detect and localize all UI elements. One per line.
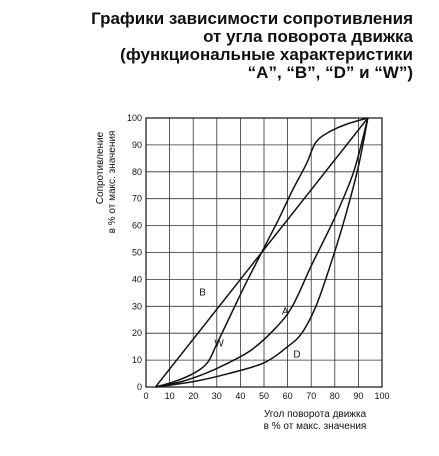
tick-labels: 0 10 20 30 40 50 60 70 80 90 100 0 10 20 30 40 50 60 70 80 9… [127, 113, 390, 401]
y-tick-label: 70 [132, 194, 142, 204]
title-line: (функциональные характеристики [120, 45, 413, 64]
x-axis-label-line: в % от макс. значения [264, 421, 367, 432]
x-tick-label: 100 [374, 391, 389, 401]
x-tick-label: 80 [330, 391, 340, 401]
title-line: “A”, “B”, “D” и “W”) [247, 63, 413, 82]
x-tick-label: 90 [353, 391, 363, 401]
series-label-d: D [293, 349, 300, 360]
series-label-b: B [199, 288, 206, 299]
x-axis-label-line: Угол поворота движка [264, 409, 367, 420]
x-tick-label: 60 [283, 391, 293, 401]
y-tick-label: 20 [132, 328, 142, 338]
x-tick-label: 0 [143, 391, 148, 401]
y-tick-label: 30 [132, 301, 142, 311]
series-labels: A B D W [199, 288, 300, 361]
x-tick-label: 30 [212, 391, 222, 401]
y-tick-label: 10 [132, 355, 142, 365]
x-tick-label: 10 [165, 391, 175, 401]
y-tick-label: 40 [132, 274, 142, 284]
plot-frame [145, 117, 383, 388]
grid [145, 117, 383, 388]
curves [154, 117, 369, 388]
title-line: от угла поворота движка [203, 27, 413, 46]
y-tick-label: 80 [132, 167, 142, 177]
curve-d [155, 117, 369, 388]
x-tick-label: 50 [259, 391, 269, 401]
y-tick-label: 0 [137, 382, 142, 392]
y-axis-label-line: в % от макс. значения [107, 131, 118, 234]
x-tick-label: 20 [188, 391, 198, 401]
x-tick-label: 40 [235, 391, 245, 401]
curve-a [155, 117, 369, 388]
chart-title: Графики зависимости сопротивления от угл… [13, 10, 413, 82]
y-tick-label: 60 [132, 221, 142, 231]
curve-w [155, 117, 369, 388]
title-line: Графики зависимости сопротивления [91, 9, 413, 28]
series-label-a: A [282, 306, 289, 317]
y-tick-label: 100 [127, 113, 142, 123]
x-tick-label: 70 [306, 391, 316, 401]
y-axis-label-line: Сопротивление [95, 131, 106, 204]
y-tick-label: 50 [132, 248, 142, 258]
y-tick-label: 90 [132, 140, 142, 150]
series-label-w: W [214, 339, 224, 350]
